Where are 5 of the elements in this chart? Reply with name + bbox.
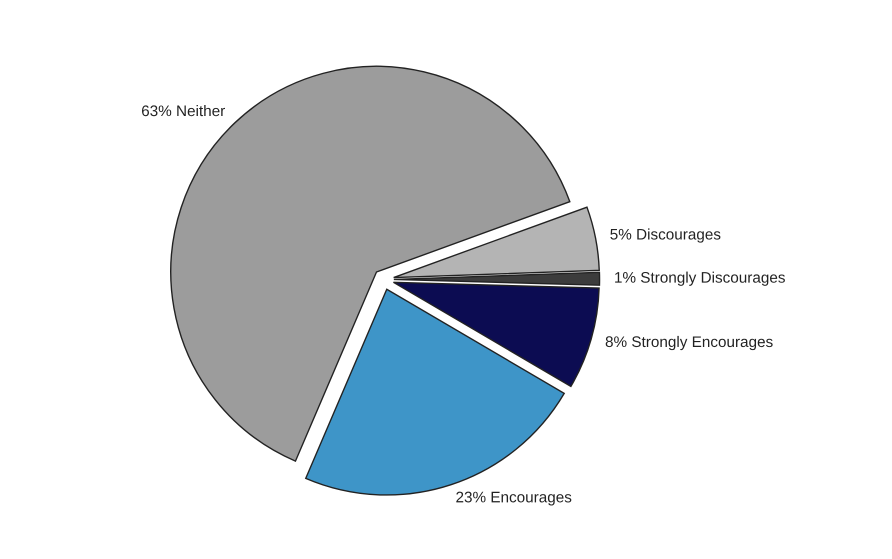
- slice-label: 63% Neither: [142, 104, 226, 116]
- slice-label: 5% Discourages: [610, 228, 720, 243]
- slice-label: 1% Strongly Discourages: [615, 272, 785, 286]
- slice-label: 23% Encourages: [456, 492, 572, 506]
- slice-label: 8% Strongly Encourages: [606, 336, 773, 350]
